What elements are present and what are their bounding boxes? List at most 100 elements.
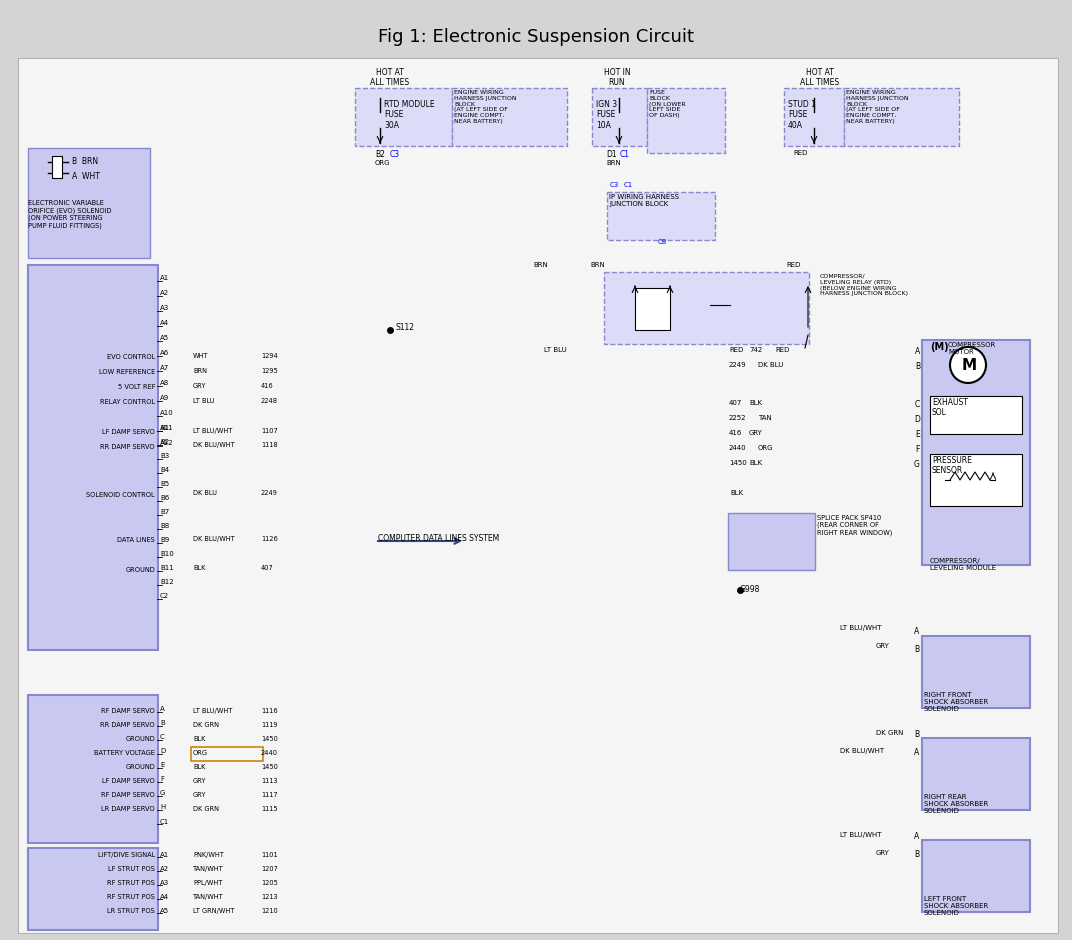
Text: A1: A1 xyxy=(160,852,169,858)
Text: 1113: 1113 xyxy=(260,778,278,784)
Text: COMPRESSOR
MOTOR: COMPRESSOR MOTOR xyxy=(948,342,996,355)
Text: DK GRN: DK GRN xyxy=(193,722,219,728)
Text: B  BRN: B BRN xyxy=(72,157,99,166)
Text: LT BLU/WHT: LT BLU/WHT xyxy=(840,625,881,631)
Text: RF DAMP SERVO: RF DAMP SERVO xyxy=(101,792,155,798)
Text: 1115: 1115 xyxy=(260,806,278,812)
Bar xyxy=(930,396,1022,434)
Text: BLK: BLK xyxy=(193,565,206,571)
Bar xyxy=(28,265,158,650)
Bar xyxy=(607,192,715,240)
Text: A9: A9 xyxy=(160,395,169,401)
Text: 1101: 1101 xyxy=(260,852,278,858)
Text: B8: B8 xyxy=(160,523,169,529)
Text: SPLICE PACK SP410
(REAR CORNER OF
RIGHT REAR WINDOW): SPLICE PACK SP410 (REAR CORNER OF RIGHT … xyxy=(817,515,892,536)
Text: EVO CONTROL: EVO CONTROL xyxy=(107,354,155,360)
Text: LF DAMP SERVO: LF DAMP SERVO xyxy=(102,429,155,435)
Text: 1116: 1116 xyxy=(260,708,278,714)
Text: COMPRESSOR/
LEVELING RELAY (RTD)
(BELOW ENGINE WIRING
HARNESS JUNCTION BLOCK): COMPRESSOR/ LEVELING RELAY (RTD) (BELOW … xyxy=(820,274,908,296)
Text: BLK: BLK xyxy=(730,490,743,496)
Text: A3: A3 xyxy=(160,880,169,886)
Bar xyxy=(635,288,670,330)
Text: 2440: 2440 xyxy=(729,445,746,451)
Text: 1210: 1210 xyxy=(260,908,278,914)
Text: A1: A1 xyxy=(160,275,169,281)
Text: 1295: 1295 xyxy=(260,368,278,374)
Text: GRY: GRY xyxy=(193,778,207,784)
Text: COMPRESSOR/
LEVELING MODULE: COMPRESSOR/ LEVELING MODULE xyxy=(930,558,996,571)
Text: G998: G998 xyxy=(740,585,760,594)
Text: IP WIRING HARNESS
JUNCTION BLOCK: IP WIRING HARNESS JUNCTION BLOCK xyxy=(609,194,679,207)
Bar xyxy=(592,88,647,146)
Text: GROUND: GROUND xyxy=(125,567,155,573)
Text: B: B xyxy=(914,362,920,371)
Text: PPL/WHT: PPL/WHT xyxy=(193,880,222,886)
Text: BRN: BRN xyxy=(606,160,621,166)
Bar xyxy=(604,272,809,344)
Text: C1: C1 xyxy=(160,819,169,825)
Text: HOT IN
RUN: HOT IN RUN xyxy=(604,68,630,87)
Text: F: F xyxy=(160,776,164,782)
Text: A3: A3 xyxy=(160,305,169,311)
Text: A: A xyxy=(914,347,920,356)
Text: A: A xyxy=(913,832,919,841)
Text: RF STRUT POS: RF STRUT POS xyxy=(107,894,155,900)
Bar xyxy=(28,148,150,258)
Text: SOLENOID CONTROL: SOLENOID CONTROL xyxy=(87,492,155,498)
Text: RF DAMP SERVO: RF DAMP SERVO xyxy=(101,708,155,714)
Text: LT GRN/WHT: LT GRN/WHT xyxy=(193,908,235,914)
Bar xyxy=(647,88,725,153)
Text: C8: C8 xyxy=(658,239,667,245)
Bar xyxy=(784,88,844,146)
Text: EXHAUST
SOL: EXHAUST SOL xyxy=(932,398,968,417)
Text: RF STRUT POS: RF STRUT POS xyxy=(107,880,155,886)
Text: 2249: 2249 xyxy=(729,362,746,368)
Text: A: A xyxy=(913,748,919,757)
Text: C: C xyxy=(160,734,165,740)
Bar xyxy=(844,88,959,146)
Text: B1: B1 xyxy=(160,425,169,431)
Text: ELECTRONIC VARIABLE
ORIFICE (EVO) SOLENOID
(ON POWER STEERING
PUMP FLUID FITTING: ELECTRONIC VARIABLE ORIFICE (EVO) SOLENO… xyxy=(28,200,111,228)
Text: B10: B10 xyxy=(160,551,174,557)
Text: DK BLU/WHT: DK BLU/WHT xyxy=(193,442,235,448)
Circle shape xyxy=(950,347,986,383)
Text: 416: 416 xyxy=(729,430,743,436)
Text: 2440: 2440 xyxy=(260,750,278,756)
Text: 2248: 2248 xyxy=(260,398,278,404)
Text: 1119: 1119 xyxy=(260,722,278,728)
Text: RED: RED xyxy=(775,347,789,353)
Text: A2: A2 xyxy=(160,290,169,296)
Text: LT BLU/WHT: LT BLU/WHT xyxy=(840,832,881,838)
Text: RR DAMP SERVO: RR DAMP SERVO xyxy=(101,444,155,450)
Bar xyxy=(191,747,263,761)
Text: B9: B9 xyxy=(160,537,169,543)
Text: DK BLU/WHT: DK BLU/WHT xyxy=(193,536,235,542)
Text: TAN/WHT: TAN/WHT xyxy=(193,866,224,872)
Text: RED: RED xyxy=(793,150,807,156)
Text: A12: A12 xyxy=(160,440,174,446)
Text: 1205: 1205 xyxy=(260,880,278,886)
Text: LT BLU: LT BLU xyxy=(193,398,214,404)
Bar xyxy=(28,695,158,843)
Text: A5: A5 xyxy=(160,908,169,914)
Bar xyxy=(374,112,386,128)
Text: BRN: BRN xyxy=(533,262,548,268)
Text: IGN 3
FUSE
10A: IGN 3 FUSE 10A xyxy=(596,100,617,130)
Text: WHT: WHT xyxy=(193,353,208,359)
Bar xyxy=(922,636,1030,708)
Text: GRY: GRY xyxy=(876,850,890,856)
Text: H: H xyxy=(160,804,165,810)
Text: B4: B4 xyxy=(160,467,169,473)
Text: A7: A7 xyxy=(160,365,169,371)
Text: C3: C3 xyxy=(390,150,400,159)
Text: Fig 1: Electronic Suspension Circuit: Fig 1: Electronic Suspension Circuit xyxy=(378,28,694,46)
Text: ORG: ORG xyxy=(758,445,774,451)
Text: 1126: 1126 xyxy=(260,536,278,542)
Text: HOT AT
ALL TIMES: HOT AT ALL TIMES xyxy=(801,68,839,87)
Text: BRN: BRN xyxy=(590,262,605,268)
Text: LR STRUT POS: LR STRUT POS xyxy=(107,908,155,914)
Text: RED: RED xyxy=(786,262,801,268)
Text: ENGINE WIRING
HARNESS JUNCTION
BLOCK
(AT LEFT SIDE OF
ENGINE COMPT,
NEAR BATTERY: ENGINE WIRING HARNESS JUNCTION BLOCK (AT… xyxy=(455,90,517,124)
Text: A: A xyxy=(913,627,919,636)
Text: E: E xyxy=(915,430,920,439)
